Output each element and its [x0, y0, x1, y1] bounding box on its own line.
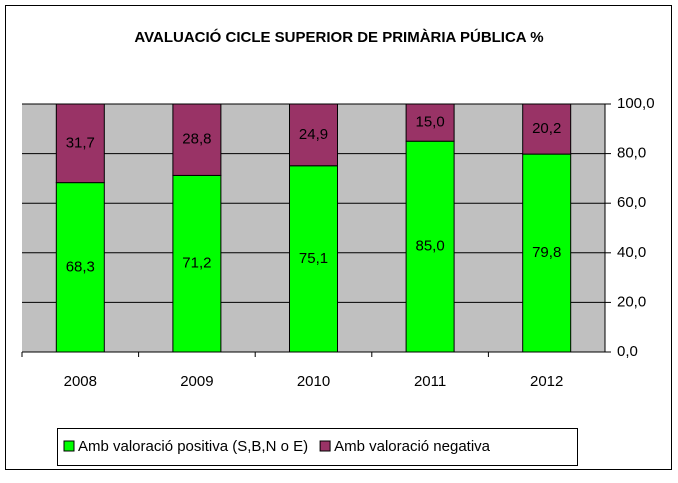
data-label: 71,2 [182, 255, 211, 272]
data-label: 24,9 [299, 126, 328, 143]
y-tick-label: 80,0 [617, 145, 646, 162]
legend-swatch [319, 440, 331, 452]
data-label: 15,0 [415, 114, 444, 131]
x-tick-label: 2010 [297, 373, 330, 390]
bar-segment [289, 165, 338, 353]
bar-segment [172, 174, 222, 353]
bar-segment [405, 103, 455, 142]
y-tick-label: 40,0 [617, 244, 646, 261]
x-tick-label: 2011 [414, 373, 446, 390]
data-label: 68,3 [66, 258, 95, 275]
legend-swatch [63, 440, 75, 452]
x-tick-label: 2008 [64, 373, 97, 390]
legend-label: Amb valoració negativa [334, 438, 491, 455]
data-label: 28,8 [182, 131, 211, 148]
legend [57, 428, 578, 466]
x-tick-label: 2009 [180, 373, 213, 390]
bar-segment [172, 103, 222, 176]
chart-title: AVALUACIÓ CICLE SUPERIOR DE PRIMÀRIA PÚB… [134, 28, 543, 46]
bar-segment [522, 103, 572, 155]
y-tick-label: 60,0 [617, 194, 646, 211]
data-label: 31,7 [66, 134, 95, 151]
bar-segment [405, 140, 455, 353]
bar-segment [522, 153, 572, 353]
y-tick-label: 20,0 [617, 293, 646, 310]
data-label: 85,0 [415, 238, 444, 255]
x-tick-label: 2012 [530, 373, 563, 390]
legend-label: Amb valoració positiva (S,B,N o E) [78, 438, 308, 455]
data-label: 79,8 [532, 244, 561, 261]
y-tick-label: 0,0 [617, 343, 638, 360]
data-label: 75,1 [299, 250, 328, 267]
bar-segment [55, 103, 105, 184]
y-tick-label: 100,0 [617, 95, 655, 112]
bar-segment [289, 103, 338, 167]
data-label: 20,2 [532, 120, 561, 137]
